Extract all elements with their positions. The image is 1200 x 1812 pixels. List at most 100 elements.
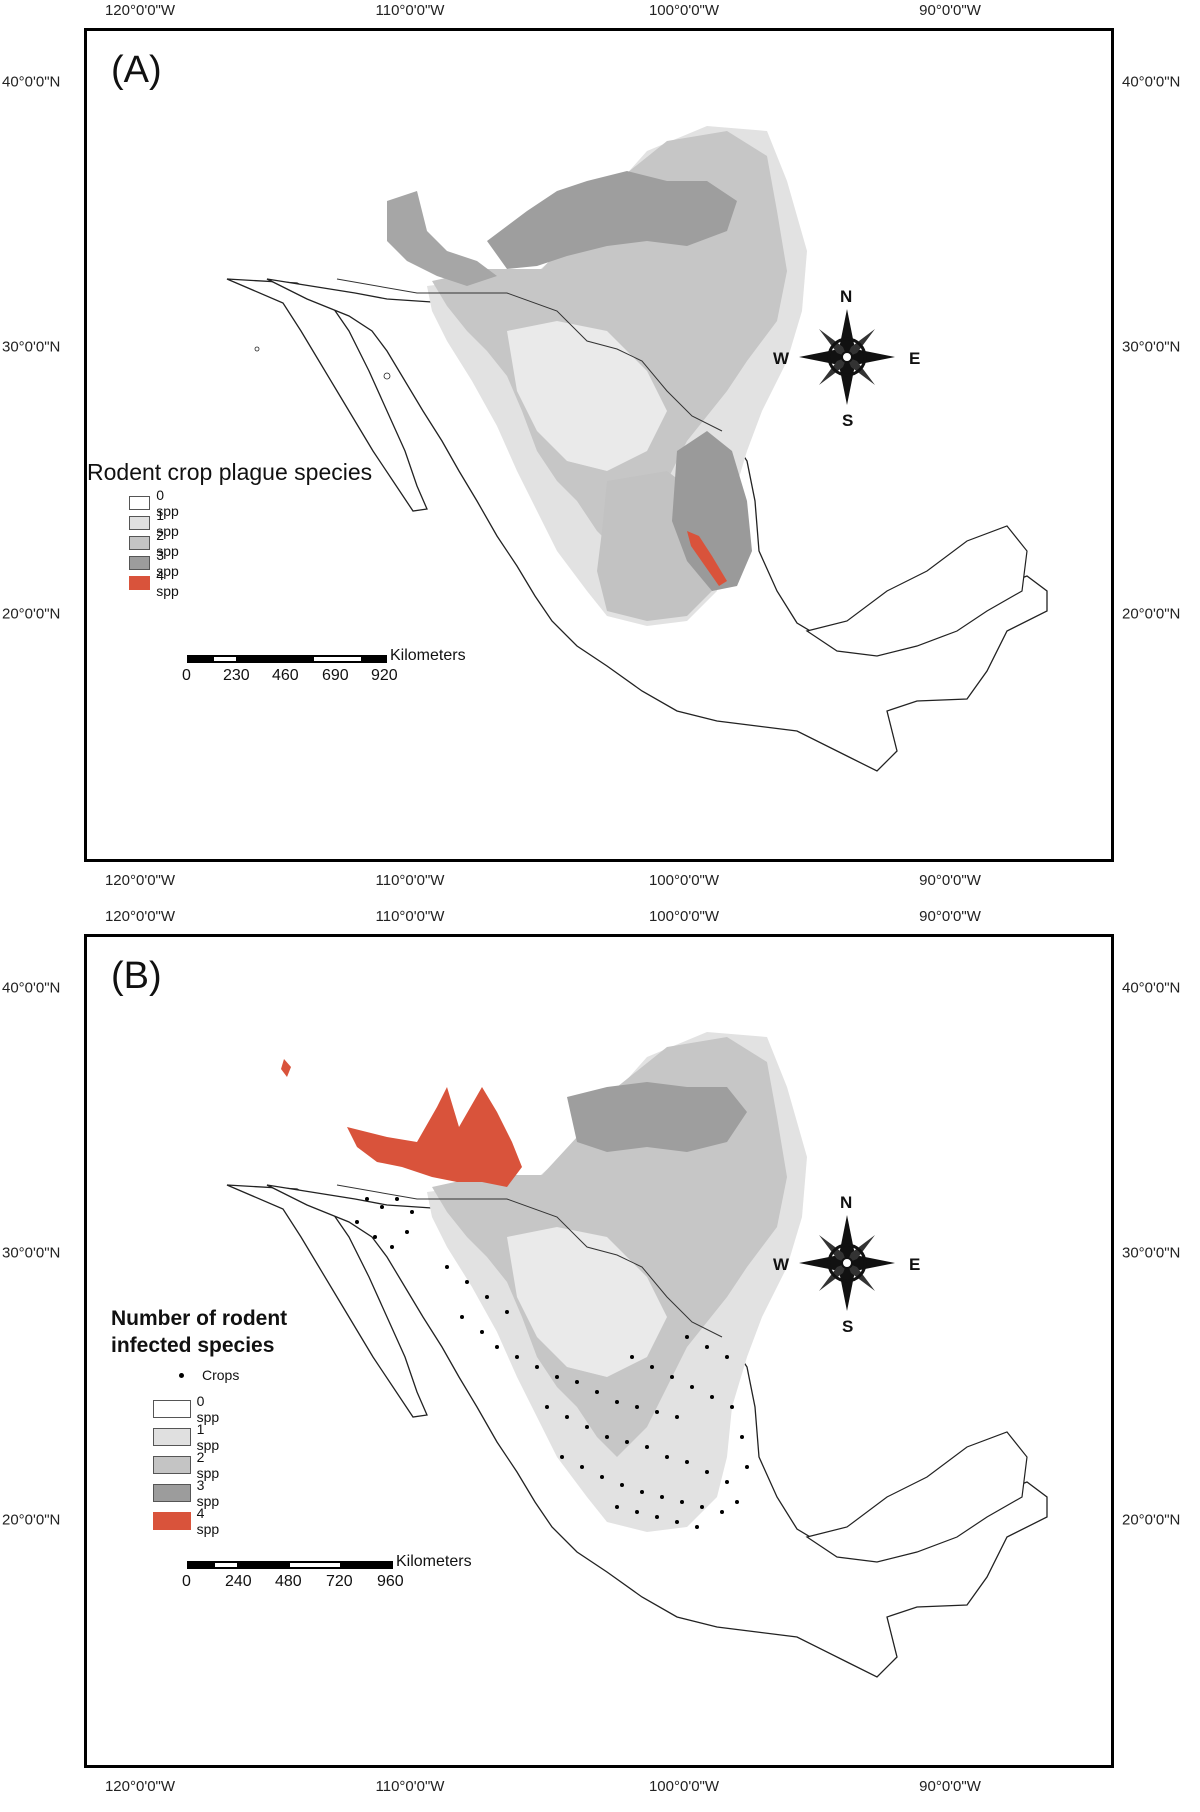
lon-label-bottom-100: 100°0'0"W <box>648 872 720 889</box>
lon-label-top-100: 100°0'0"W <box>648 2 720 19</box>
scale-tick: 920 <box>371 667 398 684</box>
scale-tick: 0 <box>182 667 191 684</box>
legend-title-b-line2: infected species <box>111 1334 275 1357</box>
compass-e: E <box>909 349 921 368</box>
panel-a: 120°0'0"W 110°0'0"W 100°0'0"W 90°0'0"W 4… <box>2 2 1181 889</box>
legend-row-3spp: 3 spp <box>129 547 184 579</box>
lon-label-top-90: 90°0'0"W <box>919 2 981 19</box>
lat-label-right-40: 40°0'0"N <box>1122 979 1181 997</box>
compass-rose-b: N S W E <box>773 1193 920 1336</box>
legend-swatch <box>129 516 151 530</box>
legend-swatch <box>153 1428 191 1446</box>
legend-title-b-line1: Number of rodent <box>111 1307 288 1330</box>
map-frame-a: (A) Rodent crop plague species 0 spp 1 s… <box>84 28 1114 862</box>
lat-label-left-20: 20°0'0"N <box>2 605 61 623</box>
legend-label: 0 spp <box>196 1393 220 1425</box>
zone-1spp-interior <box>507 321 667 471</box>
legend-label: 0 spp <box>156 487 179 519</box>
legend-label: 3 spp <box>156 547 179 579</box>
lat-label-left-40: 40°0'0"N <box>2 979 61 997</box>
scale-tick: 460 <box>272 667 299 684</box>
compass-s: S <box>842 411 854 430</box>
legend-row-crops: Crops <box>179 1367 239 1383</box>
legend-label: 4 spp <box>156 567 179 599</box>
scale-tick: 0 <box>182 1573 191 1590</box>
zone-4spp-islet <box>281 1059 291 1077</box>
legend-label: 1 spp <box>196 1421 220 1453</box>
lon-label-bottom-90: 90°0'0"W <box>919 872 981 889</box>
legend-swatch <box>129 536 151 550</box>
legend-row-4spp: 4 spp <box>129 567 184 599</box>
north-arrow-icon <box>799 1215 895 1311</box>
legend-swatch <box>129 496 151 510</box>
lon-label-top-120: 120°0'0"W <box>104 2 176 19</box>
zone-3spp-gulf <box>672 431 752 591</box>
legend-label: 1 spp <box>156 507 179 539</box>
lat-label-right-30: 30°0'0"N <box>1122 338 1181 356</box>
scale-tick: 480 <box>275 1573 302 1590</box>
legend-swatch <box>129 556 151 570</box>
map-a <box>226 126 1048 772</box>
zone-3spp-north <box>567 1082 747 1152</box>
zone-3spp-north <box>487 171 737 269</box>
baja-peninsula <box>226 1184 428 1418</box>
panel-label-b: (B) <box>111 955 162 997</box>
yucatan <box>805 1431 1028 1563</box>
lon-label-bottom-90: 90°0'0"W <box>919 1778 981 1795</box>
legend-row-2spp: 2 spp <box>153 1449 226 1481</box>
compass-n: N <box>840 1193 853 1212</box>
legend-row-0spp: 0 spp <box>153 1393 226 1425</box>
scale-unit: Kilometers <box>396 1553 472 1570</box>
lat-label-right-20: 20°0'0"N <box>1122 1511 1181 1529</box>
lon-label-bottom-120: 120°0'0"W <box>104 872 176 889</box>
legend-row-1spp: 1 spp <box>153 1421 226 1453</box>
scale-bar-graphic <box>187 1561 393 1569</box>
panel-label-a: (A) <box>111 49 162 91</box>
lon-label-top-110: 110°0'0"W <box>375 2 445 19</box>
legend-label: 3 spp <box>196 1477 220 1509</box>
legend-swatch <box>153 1512 191 1530</box>
compass-rose-a: N S W E <box>773 287 920 430</box>
scale-tick: 240 <box>225 1573 252 1590</box>
scale-unit: Kilometers <box>390 647 466 664</box>
lon-label-top-100: 100°0'0"W <box>648 908 720 925</box>
island <box>254 346 260 352</box>
scale-tick: 960 <box>377 1573 404 1590</box>
us-border <box>336 278 723 432</box>
compass-e: E <box>909 1255 921 1274</box>
legend-label: 2 spp <box>196 1449 220 1481</box>
baja-peninsula <box>226 278 428 512</box>
compass-w: W <box>773 1255 790 1274</box>
lat-label-right-30: 30°0'0"N <box>1122 1244 1181 1262</box>
lon-label-bottom-120: 120°0'0"W <box>104 1778 176 1795</box>
legend-row-2spp: 2 spp <box>129 527 184 559</box>
lon-label-top-110: 110°0'0"W <box>375 908 445 925</box>
legend-title-a: Rodent crop plague species <box>87 459 373 485</box>
legend-label: 2 spp <box>156 527 179 559</box>
north-arrow-icon <box>799 309 895 405</box>
scale-tick: 230 <box>223 667 250 684</box>
legend-row-3spp: 3 spp <box>153 1477 226 1509</box>
yucatan <box>805 525 1028 657</box>
island <box>383 372 391 380</box>
zone-3spp-sonora <box>387 191 497 286</box>
scale-tick: 690 <box>322 667 349 684</box>
legend-swatch <box>153 1484 191 1502</box>
crop-points <box>355 1197 749 1529</box>
legend-swatch <box>129 576 151 590</box>
lat-label-left-20: 20°0'0"N <box>2 1511 61 1529</box>
map-frame-b: (B) Number of rodent infected species Cr… <box>84 934 1114 1768</box>
zone-4spp-sonora <box>347 1087 522 1187</box>
us-border <box>336 1184 723 1338</box>
lat-label-left-40: 40°0'0"N <box>2 73 61 91</box>
lat-label-left-30: 30°0'0"N <box>2 1244 61 1262</box>
crop-dot-icon <box>179 1372 184 1378</box>
legend-label: 4 spp <box>196 1505 220 1537</box>
lon-label-top-90: 90°0'0"W <box>919 908 981 925</box>
lon-label-bottom-110: 110°0'0"W <box>375 1778 445 1795</box>
lon-label-top-120: 120°0'0"W <box>104 908 176 925</box>
map-b <box>226 1032 1048 1678</box>
panel-b: 120°0'0"W 110°0'0"W 100°0'0"W 90°0'0"W 4… <box>0 906 1200 1812</box>
zone-1spp-interior <box>507 1227 667 1377</box>
scale-bar-graphic <box>187 655 387 663</box>
